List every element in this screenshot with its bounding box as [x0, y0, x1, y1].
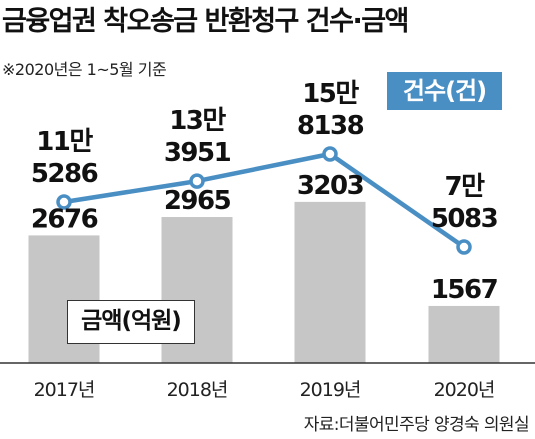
amount-bar-label: 3203: [297, 171, 364, 201]
count-point: [56, 194, 72, 210]
count-label-top: 7만: [444, 172, 485, 202]
x-tick-label: 2017년: [34, 379, 95, 401]
amount-bar-label: 2965: [164, 186, 231, 216]
count-point: [189, 173, 205, 189]
count-line-layer: [56, 146, 472, 255]
count-point: [322, 146, 338, 162]
count-point: [456, 239, 472, 255]
chart-source: 자료:더불어민주당 양경숙 의원실: [303, 415, 530, 435]
x-tick-label: 2018년: [167, 379, 228, 401]
count-label-top: 13만: [169, 106, 226, 136]
chart-note: ※2020년은 1~5월 기준: [2, 60, 167, 79]
count-label-bottom: 3951: [164, 138, 231, 168]
count-label-top: 11만: [36, 127, 93, 157]
count-line: [61, 151, 467, 250]
amount-bar: [294, 201, 366, 363]
x-tick-label: 2020년: [434, 379, 495, 401]
amount-bar-label: 2676: [31, 204, 98, 234]
amount-bar: [428, 305, 500, 363]
amount-bar-label: 1567: [431, 275, 498, 305]
count-label-bottom: 8138: [297, 111, 364, 141]
bars-layer: [28, 201, 500, 363]
count-label-bottom: 5286: [31, 159, 98, 189]
legend-amount-box: 금액(억원): [67, 300, 195, 344]
legend-count-box: 건수(건): [387, 72, 502, 110]
count-label-bottom: 5083: [431, 204, 498, 234]
chart-title: 금융업권 착오송금 반환청구 건수·금액: [2, 6, 409, 37]
x-ticks-layer: 2017년 2018년 2019년 2020년: [34, 379, 496, 401]
count-label-top: 15만: [302, 79, 359, 109]
x-tick-label: 2019년: [300, 379, 361, 401]
